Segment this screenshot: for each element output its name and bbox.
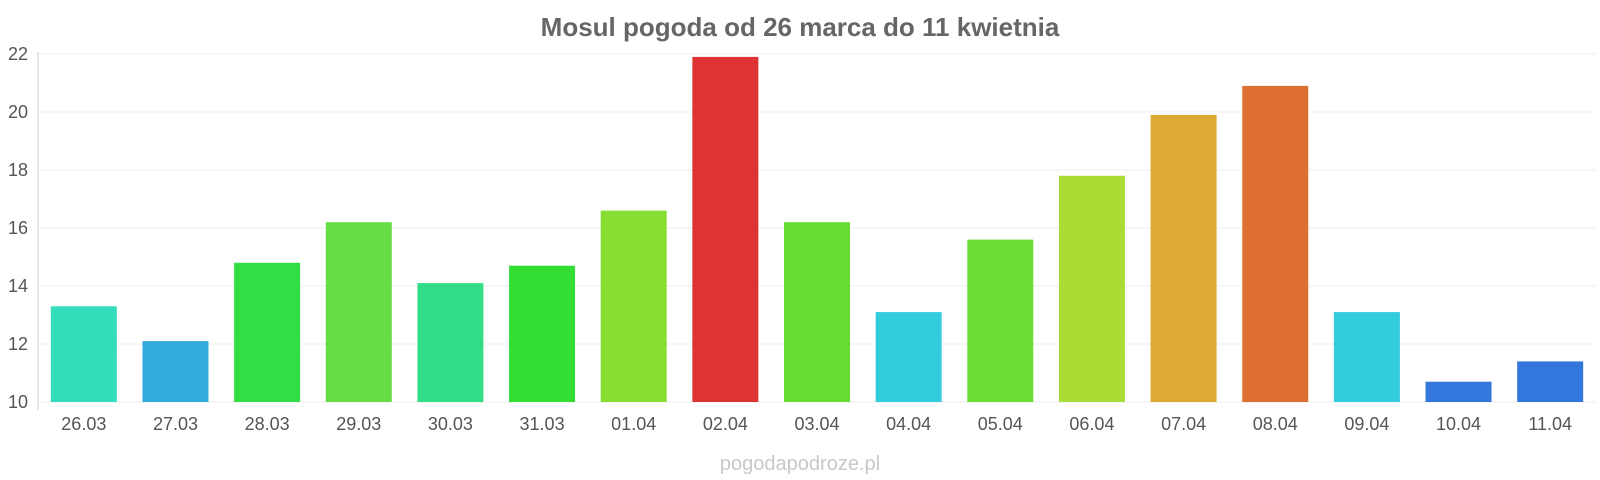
bar-02.04 [692,56,759,403]
bar-01.04 [600,210,667,402]
x-tick-label: 10.04 [1436,414,1481,434]
y-axis-ticks: 10 12 14 16 18 20 22 [8,44,28,412]
bar-28.03 [234,262,301,402]
x-tick-label: 06.04 [1069,414,1114,434]
bar-05.04 [967,239,1034,402]
x-tick-label: 09.04 [1344,414,1389,434]
bar-31.03 [509,265,576,402]
x-axis-ticks: 26.03 27.03 28.03 29.03 30.03 31.03 01.04 02.04… [61,414,1572,434]
bar-29.03 [325,222,392,402]
bar-30.03 [417,283,484,402]
bar-09.04 [1333,312,1400,402]
y-tick-label: 20 [8,102,28,122]
x-tick-label: 04.04 [886,414,931,434]
bar-27.03 [142,341,209,402]
y-tick-label: 16 [8,218,28,238]
x-tick-label: 27.03 [153,414,198,434]
x-tick-label: 11.04 [1528,414,1572,434]
bar-10.04 [1425,381,1492,402]
bar-06.04 [1058,175,1125,402]
y-tick-label: 22 [8,44,28,64]
y-tick-label: 10 [8,392,28,412]
footer-watermark: pogodapodroze.pl [720,453,880,475]
x-tick-label: 03.04 [794,414,839,434]
chart-title: Mosul pogoda od 26 marca do 11 kwietnia [541,12,1060,42]
bar-26.03 [50,306,117,402]
bar-08.04 [1242,85,1309,403]
x-tick-label: 29.03 [336,414,381,434]
x-tick-label: 28.03 [245,414,290,434]
bar-07.04 [1150,114,1217,403]
x-tick-label: 02.04 [703,414,748,434]
y-tick-label: 14 [8,276,28,296]
x-tick-label: 05.04 [978,414,1023,434]
y-tick-label: 12 [8,334,28,354]
x-tick-label: 30.03 [428,414,473,434]
x-tick-label: 31.03 [520,414,565,434]
bar-04.04 [875,312,942,402]
x-tick-label: 07.04 [1161,414,1206,434]
bars-layer [50,56,1584,403]
y-tick-label: 18 [8,160,28,180]
bar-03.04 [784,222,850,402]
x-tick-label: 08.04 [1253,414,1298,434]
bar-11.04 [1517,361,1584,402]
x-tick-label: 01.04 [611,414,656,434]
x-tick-label: 26.03 [61,414,106,434]
